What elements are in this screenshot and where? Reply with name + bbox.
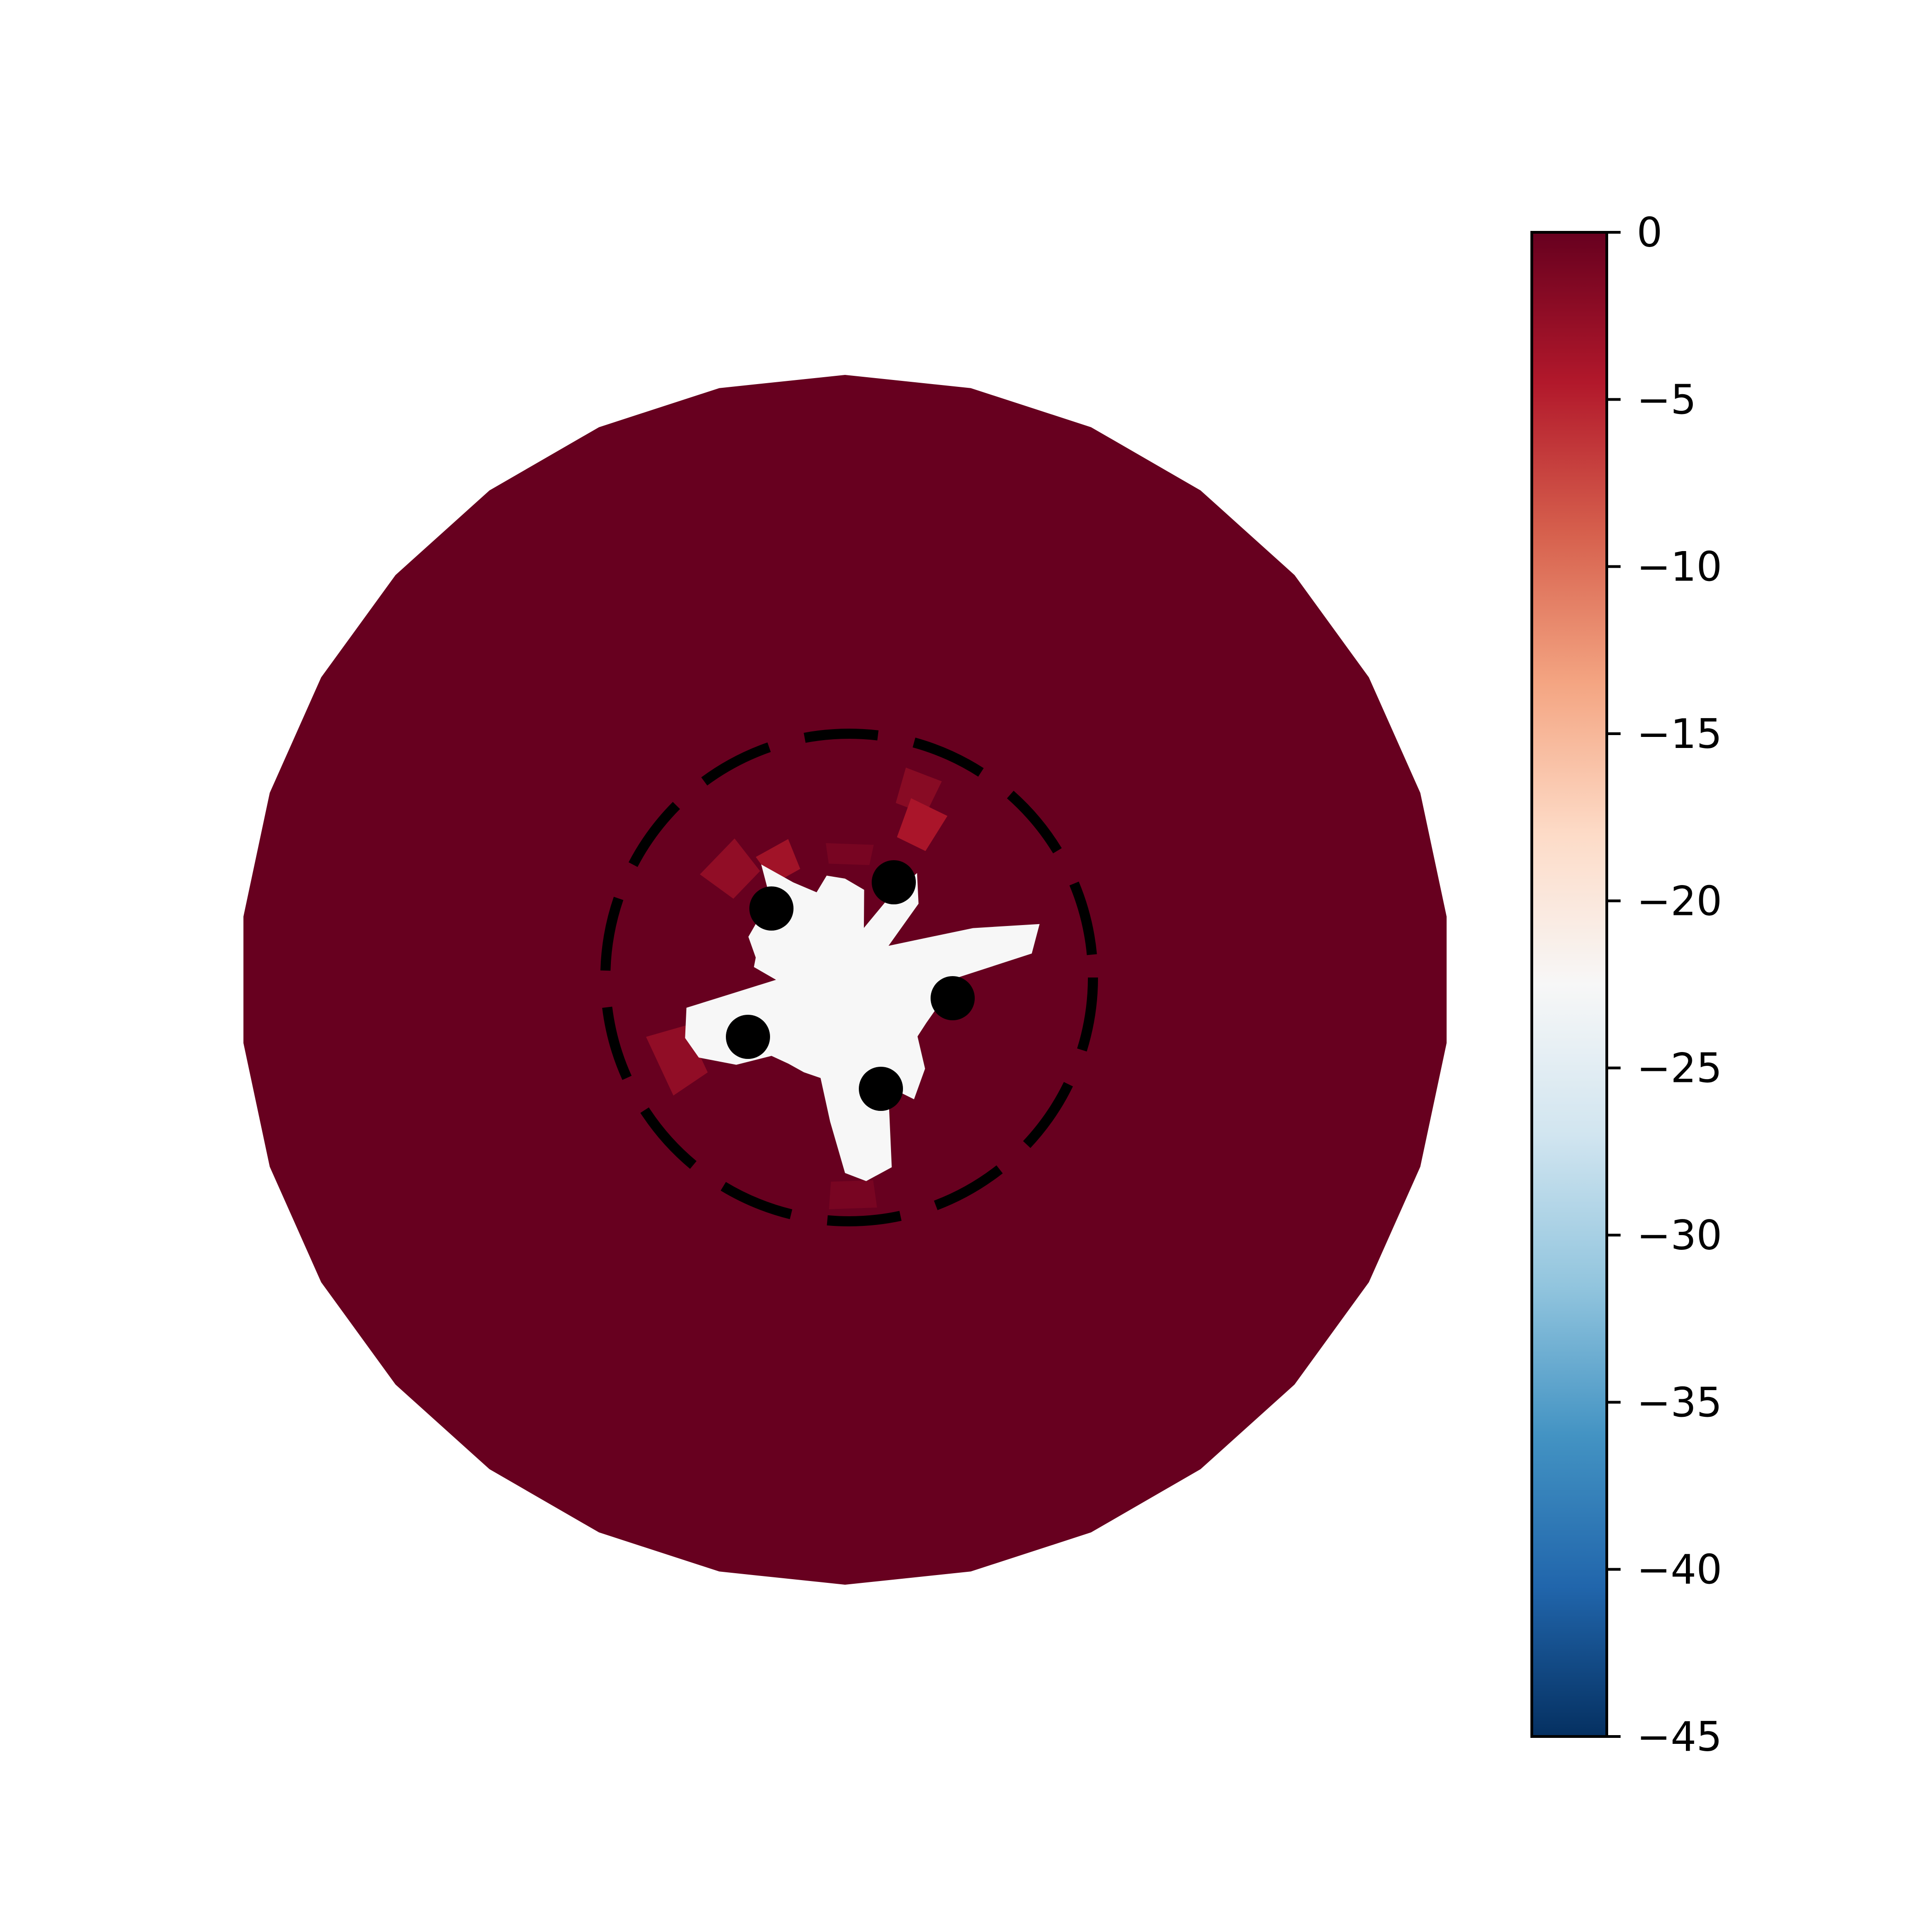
colorbar: 0 −5 −10 −15 −20 −25 −30 −35 −40 −45 <box>1530 209 1722 1760</box>
colorbar-tick-label: −20 <box>1637 877 1722 925</box>
marker-point <box>726 1015 770 1059</box>
marker-point <box>859 1067 903 1111</box>
colorbar-tick-label: −15 <box>1637 710 1722 758</box>
colorbar-tick-label: 0 <box>1637 209 1662 256</box>
colorbar-tick-label: −25 <box>1637 1045 1722 1092</box>
marker-point <box>749 886 794 931</box>
heatmap-cell <box>826 843 874 865</box>
heatmap-inner-region <box>685 864 1040 1181</box>
colorbar-tick-label: −45 <box>1637 1713 1722 1760</box>
heatmap-cell <box>700 838 760 899</box>
heatmap-cell <box>897 798 948 851</box>
colorbar-ticks: 0 −5 −10 −15 −20 −25 −30 −35 −40 −45 <box>1607 209 1722 1760</box>
marker-point <box>872 860 916 904</box>
colorbar-tick-label: −35 <box>1637 1379 1722 1426</box>
colorbar-tick-label: −30 <box>1637 1212 1722 1259</box>
colorbar-tick-label: −5 <box>1637 376 1696 423</box>
dashed-boundary-circle <box>600 729 1098 1226</box>
colorbar-tick-label: −40 <box>1637 1546 1722 1593</box>
heatmap-cell <box>829 1180 877 1209</box>
markers <box>726 860 975 1111</box>
colorbar-tick-label: −10 <box>1637 543 1722 591</box>
colorbar-gradient <box>1530 231 1608 1738</box>
marker-point <box>931 976 975 1020</box>
heatmap-cell <box>896 767 942 815</box>
